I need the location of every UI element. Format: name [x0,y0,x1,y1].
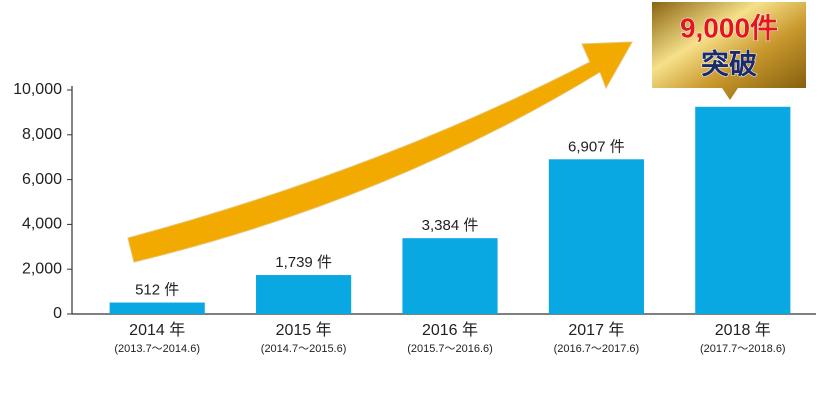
callout-text: 突破 [701,47,757,79]
x-tick-period: (2016.7～2017.6) [554,343,640,355]
x-tick-label: 2017 年 [568,321,624,339]
y-tick-label: 10,000 [13,81,62,98]
bar [695,106,791,314]
callout-box [652,2,806,100]
y-tick-label: 2,000 [22,260,62,277]
x-tick-period: (2014.7～2015.6) [261,343,347,355]
y-tick-label: 4,000 [22,216,62,233]
x-tick-label: 2016 年 [422,321,478,339]
value-label: 1,739 件 [275,254,332,271]
x-tick-period: (2013.7～2014.6) [114,343,200,355]
x-tick-period: (2017.7～2018.6) [700,343,786,355]
bar [548,159,644,314]
bar [256,275,352,314]
value-label: 512 件 [135,281,179,298]
y-tick-label: 0 [53,305,62,322]
x-tick-label: 2018 年 [715,321,771,339]
x-tick-label: 2015 年 [276,321,332,339]
x-tick-label: 2014 年 [129,321,185,339]
bar [109,302,205,314]
growth-arrow [127,41,633,263]
y-tick-label: 6,000 [22,171,62,188]
y-tick-label: 8,000 [22,126,62,143]
value-label: 6,907 件 [568,138,625,155]
value-label: 3,384 件 [422,217,479,234]
x-tick-period: (2015.7～2016.6) [407,343,493,355]
bar [402,238,498,314]
callout-count: 9,000件 [680,12,778,43]
